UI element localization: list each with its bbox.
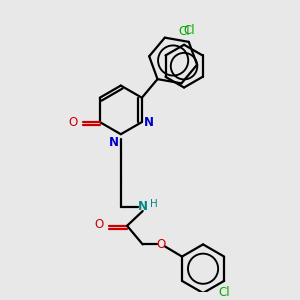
- Text: H: H: [151, 199, 158, 209]
- Text: N: N: [144, 116, 154, 129]
- Text: N: N: [138, 200, 148, 213]
- Text: Cl: Cl: [178, 25, 190, 38]
- Text: O: O: [95, 218, 104, 231]
- Text: O: O: [156, 238, 166, 251]
- Text: N: N: [109, 136, 119, 149]
- Text: O: O: [69, 116, 78, 129]
- Text: Cl: Cl: [218, 286, 230, 299]
- Text: Cl: Cl: [183, 24, 195, 37]
